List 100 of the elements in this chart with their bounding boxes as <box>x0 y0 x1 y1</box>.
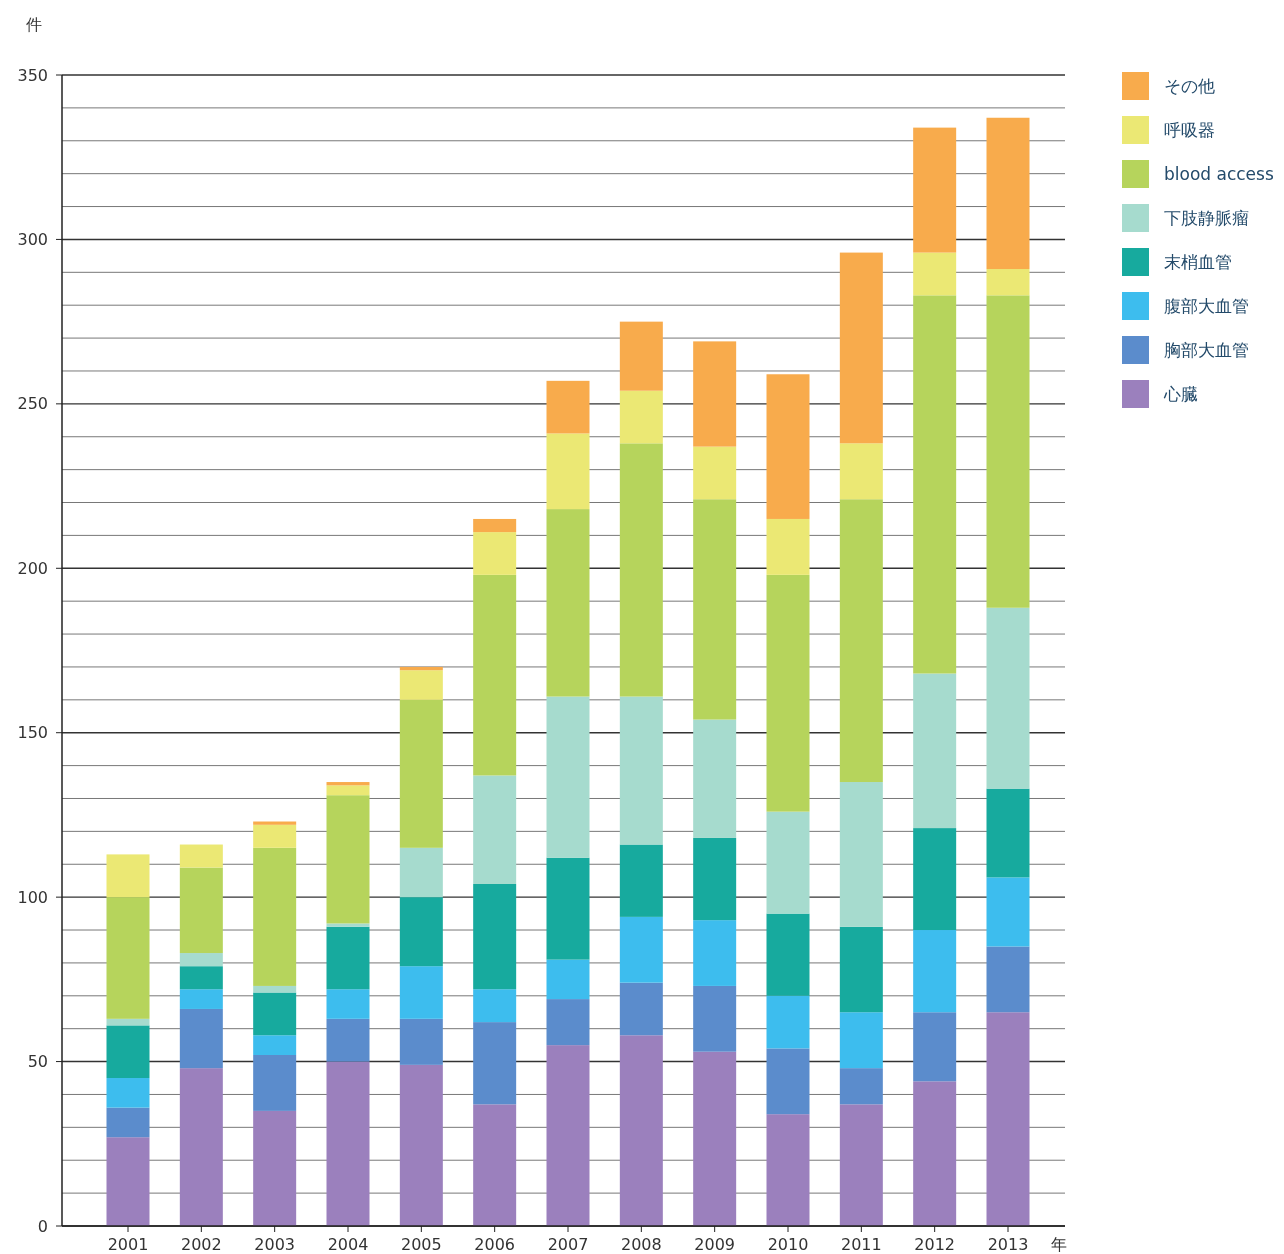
bar <box>179 1068 223 1226</box>
bar <box>546 433 590 510</box>
bar <box>473 532 517 575</box>
legend-label: その他 <box>1164 75 1215 96</box>
y-tick-label: 50 <box>27 1052 48 1072</box>
bar <box>839 782 883 927</box>
bar <box>546 380 590 434</box>
bar <box>399 670 443 700</box>
x-tick-label: 2009 <box>694 1235 736 1254</box>
bar <box>619 1035 663 1226</box>
y-axis-title: 件 <box>26 15 42 34</box>
bar <box>179 867 223 954</box>
bar <box>913 930 957 1013</box>
bar <box>766 574 810 812</box>
bar <box>326 923 370 927</box>
x-tick-label: 2004 <box>327 1235 369 1254</box>
y-tick-label: 150 <box>17 723 48 743</box>
bar <box>619 844 663 917</box>
bar <box>913 828 957 931</box>
bar <box>473 883 517 990</box>
bar <box>179 1008 223 1069</box>
y-tick-label: 100 <box>17 887 48 907</box>
bar <box>546 959 590 1000</box>
bar <box>619 443 663 697</box>
bar <box>473 1022 517 1105</box>
bar <box>839 926 883 1013</box>
bar <box>693 446 737 500</box>
bar <box>986 946 1030 1013</box>
bar <box>106 897 150 1019</box>
bar <box>619 696 663 845</box>
bar <box>399 699 443 848</box>
bar <box>986 877 1030 947</box>
bar <box>546 696 590 858</box>
bar <box>326 782 370 786</box>
bar <box>839 443 883 500</box>
bar <box>106 1025 150 1079</box>
bar <box>253 985 297 993</box>
legend-label: 呼吸器 <box>1164 119 1215 140</box>
bar <box>619 916 663 983</box>
x-tick-label: 2006 <box>474 1235 516 1254</box>
bar <box>253 1110 297 1226</box>
bar <box>693 499 737 720</box>
bar <box>986 269 1030 296</box>
bar <box>399 666 443 671</box>
x-tick-label: 2010 <box>767 1235 809 1254</box>
legend-label: 心臓 <box>1163 383 1198 404</box>
bar <box>693 1051 737 1226</box>
bar <box>179 989 223 1009</box>
bar <box>399 1064 443 1226</box>
bar <box>766 374 810 519</box>
legend-label: blood access <box>1164 163 1274 184</box>
bar <box>986 295 1030 608</box>
bar <box>106 1078 150 1108</box>
bar <box>766 518 810 575</box>
bar <box>253 1054 297 1111</box>
bar <box>399 1018 443 1065</box>
legend-label: 末梢血管 <box>1164 251 1232 272</box>
x-tick-label: 2013 <box>987 1235 1029 1254</box>
bar <box>693 341 737 447</box>
bar <box>326 785 370 796</box>
bar <box>839 252 883 444</box>
x-tick-label: 2008 <box>620 1235 662 1254</box>
bar <box>619 982 663 1036</box>
bar <box>326 989 370 1019</box>
bar <box>399 847 443 898</box>
bar <box>253 847 297 986</box>
bar <box>839 1104 883 1226</box>
y-tick-label: 300 <box>17 230 48 250</box>
legend-label: 腹部大血管 <box>1164 295 1249 316</box>
x-tick-label: 2007 <box>547 1235 589 1254</box>
y-tick-label: 200 <box>17 558 48 578</box>
bar <box>693 920 737 986</box>
bar <box>253 992 297 1036</box>
bar <box>253 821 297 825</box>
bar <box>473 1104 517 1226</box>
bar <box>179 966 223 990</box>
bar <box>619 390 663 444</box>
bar <box>473 775 517 884</box>
bar <box>693 985 737 1052</box>
bar <box>913 673 957 829</box>
bar <box>546 999 590 1046</box>
bar <box>913 252 957 296</box>
bar <box>766 1114 810 1226</box>
bar <box>106 1018 150 1026</box>
bar <box>766 1048 810 1115</box>
bar <box>106 1107 150 1138</box>
legend-label: 胸部大血管 <box>1164 339 1249 360</box>
bar <box>766 995 810 1049</box>
x-tick-label: 2011 <box>840 1235 882 1254</box>
bar <box>693 837 737 921</box>
bar <box>326 1018 370 1062</box>
x-tick-label: 2001 <box>107 1235 149 1254</box>
bar <box>913 295 957 674</box>
bar <box>619 321 663 391</box>
bar <box>253 1035 297 1055</box>
bar <box>326 926 370 990</box>
bar <box>473 518 517 533</box>
bar <box>839 1068 883 1105</box>
bar <box>986 607 1030 789</box>
bar <box>546 509 590 697</box>
